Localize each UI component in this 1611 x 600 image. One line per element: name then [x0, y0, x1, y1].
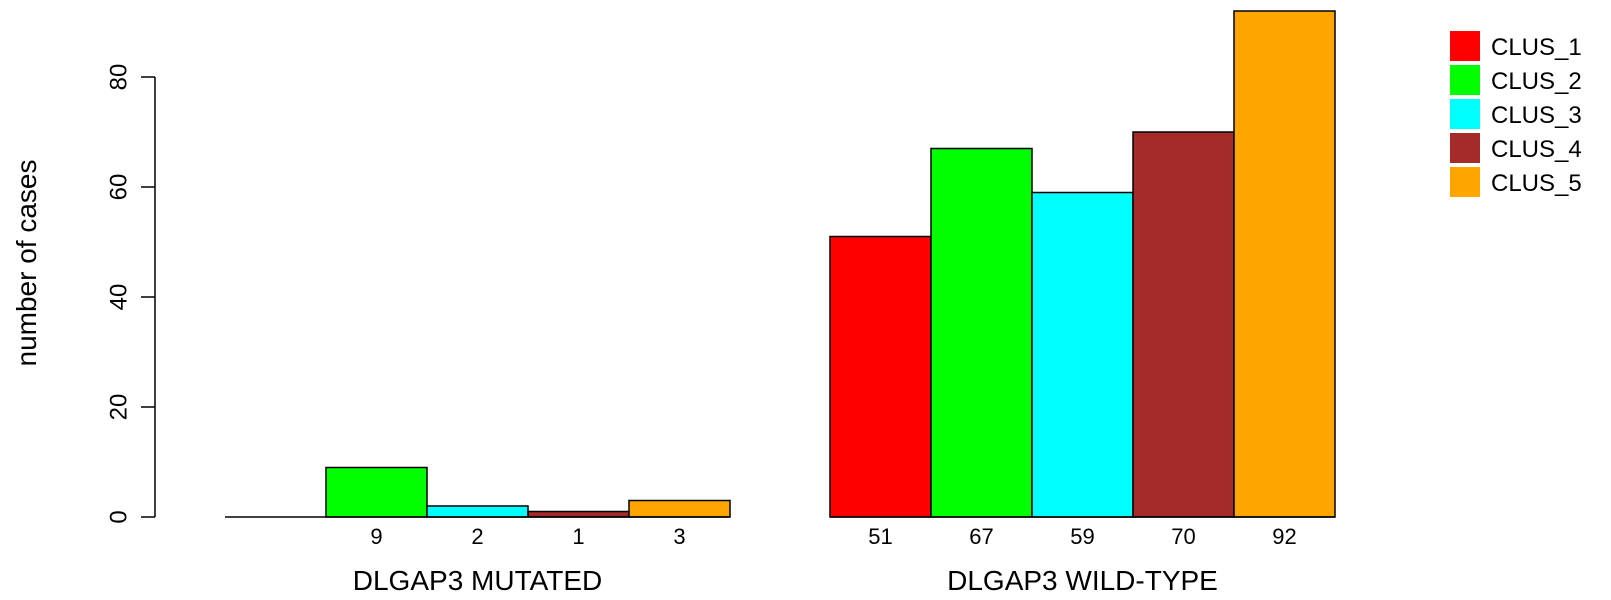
- legend-item: CLUS_1: [1450, 31, 1582, 61]
- bar-value-label: 70: [1171, 524, 1195, 549]
- y-tick-label: 40: [106, 284, 133, 311]
- legend-swatch: [1450, 31, 1480, 61]
- bar-clus-5: [1233, 10, 1336, 518]
- bar-clus-2: [325, 466, 428, 518]
- group-label: DLGAP3 MUTATED: [353, 565, 602, 596]
- y-tick-label: 0: [106, 510, 133, 523]
- bar-clus-4: [527, 510, 630, 518]
- legend-label: CLUS_2: [1491, 68, 1582, 95]
- bar-clus-1: [829, 235, 932, 518]
- group-label: DLGAP3 WILD-TYPE: [947, 565, 1218, 596]
- y-axis-label: number of cases: [11, 160, 42, 367]
- bar-clus-4: [1132, 131, 1235, 518]
- legend-item: CLUS_2: [1450, 65, 1582, 95]
- bar-value-label: 1: [572, 524, 584, 549]
- legend-label: CLUS_4: [1491, 136, 1582, 163]
- legend-label: CLUS_5: [1491, 170, 1582, 197]
- bar-value-label: 59: [1070, 524, 1094, 549]
- y-tick-label: 20: [106, 394, 133, 421]
- bar-clus-5: [628, 499, 731, 518]
- bar-value-label: 51: [868, 524, 892, 549]
- legend: CLUS_1 CLUS_2 CLUS_3 CLUS_4 CLUS_5: [1450, 31, 1582, 197]
- legend-swatch: [1450, 133, 1480, 163]
- legend-label: CLUS_3: [1491, 102, 1582, 129]
- legend-swatch: [1450, 167, 1480, 197]
- legend-item: CLUS_4: [1450, 133, 1582, 163]
- bar-clus-3: [1031, 191, 1134, 518]
- legend-swatch: [1450, 65, 1480, 95]
- bar-group-2: 51 67 59 70 92 DLGAP3 WILD-TYPE: [829, 10, 1336, 596]
- legend-item: CLUS_3: [1450, 99, 1582, 129]
- y-tick-label: 80: [106, 64, 133, 91]
- legend-item: CLUS_5: [1450, 167, 1582, 197]
- legend-label: CLUS_1: [1491, 34, 1582, 61]
- y-tick-label: 60: [106, 174, 133, 201]
- y-axis: 0 20 40 60 80: [106, 64, 156, 524]
- bar-value-label: 67: [969, 524, 993, 549]
- legend-swatch: [1450, 99, 1480, 129]
- bar-value-label: 92: [1272, 524, 1296, 549]
- bar-group-1: 9 2 1 3 DLGAP3 MUTATED: [225, 466, 731, 596]
- bar-value-label: 2: [471, 524, 483, 549]
- bar-value-label: 3: [673, 524, 685, 549]
- bar-clus-3: [426, 505, 529, 518]
- bar-value-label: 9: [370, 524, 382, 549]
- bar-clus-2: [930, 147, 1033, 518]
